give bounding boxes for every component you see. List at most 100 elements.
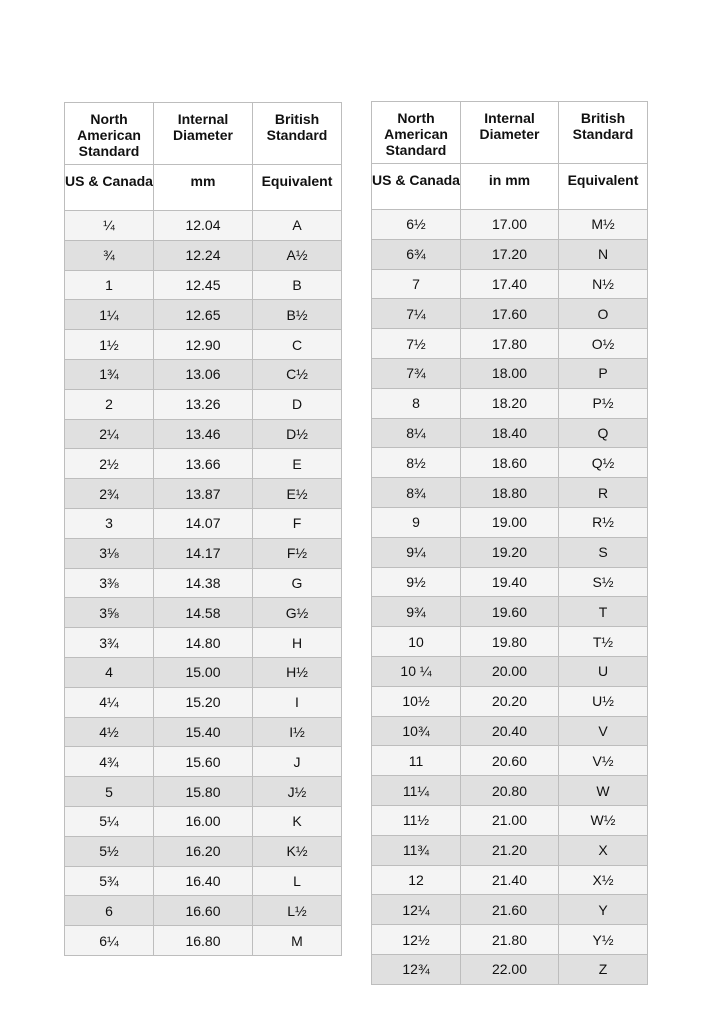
cell: R bbox=[558, 477, 648, 508]
cell: B bbox=[252, 269, 342, 301]
cell: C½ bbox=[252, 358, 342, 390]
cell: 14.80 bbox=[153, 627, 253, 658]
data-row: 4¼ 15.20 I bbox=[64, 686, 342, 718]
cell: 16.00 bbox=[153, 805, 253, 837]
cell: 2½ bbox=[64, 448, 154, 480]
cell: V½ bbox=[558, 745, 648, 777]
cell: S½ bbox=[558, 566, 648, 598]
cell: 9½ bbox=[371, 566, 461, 598]
cell: 14.07 bbox=[153, 507, 253, 539]
data-row: 3¾ 14.80 H bbox=[64, 627, 342, 658]
cell: 17.80 bbox=[460, 328, 559, 359]
cell: Q½ bbox=[558, 447, 648, 479]
cell: 5¾ bbox=[64, 865, 154, 897]
cell: 9¼ bbox=[371, 536, 461, 568]
cell: P½ bbox=[558, 387, 648, 419]
data-row: 9¾ 19.60 T bbox=[371, 596, 648, 628]
data-row: 11¼ 20.80 W bbox=[371, 775, 648, 806]
cell: 7¾ bbox=[371, 357, 461, 389]
cell: 20.20 bbox=[460, 685, 559, 717]
data-row: 12¼ 21.60 Y bbox=[371, 894, 648, 926]
cell: 12¾ bbox=[371, 953, 461, 985]
cell: U½ bbox=[558, 685, 648, 717]
header-row: North American Standard Internal Diameter… bbox=[371, 101, 648, 164]
cell: 21.80 bbox=[460, 924, 559, 955]
cell: C bbox=[252, 329, 342, 360]
cell: 12¼ bbox=[371, 894, 461, 926]
cell: 13.26 bbox=[153, 388, 253, 420]
cell: 15.40 bbox=[153, 716, 253, 748]
data-row: 5¾ 16.40 L bbox=[64, 865, 342, 897]
cell: 4¼ bbox=[64, 686, 154, 718]
header-cell: Internal Diameter bbox=[460, 101, 559, 164]
cell: D½ bbox=[252, 418, 342, 450]
cell: 18.20 bbox=[460, 387, 559, 419]
cell: D bbox=[252, 388, 342, 420]
cell: 15.60 bbox=[153, 746, 253, 778]
data-row: 3⅜ 14.38 G bbox=[64, 567, 342, 599]
data-row: 8¼ 18.40 Q bbox=[371, 417, 648, 449]
data-row: 11½ 21.00 W½ bbox=[371, 804, 648, 836]
cell: 2¾ bbox=[64, 478, 154, 509]
header-cell: in mm bbox=[460, 163, 559, 210]
cell: 3⅛ bbox=[64, 537, 154, 569]
cell: K bbox=[252, 805, 342, 837]
cell: 1½ bbox=[64, 329, 154, 360]
data-row: 7¾ 18.00 P bbox=[371, 357, 648, 389]
header-cell: British Standard bbox=[558, 101, 648, 164]
cell: 17.20 bbox=[460, 238, 559, 270]
cell: ¼ bbox=[64, 210, 154, 241]
header-cell: US & Canada bbox=[371, 163, 461, 210]
cell: 8 bbox=[371, 387, 461, 419]
cell: 17.40 bbox=[460, 268, 559, 300]
header-cell: British Standard bbox=[252, 102, 342, 165]
cell: L½ bbox=[252, 895, 342, 927]
cell: 5½ bbox=[64, 835, 154, 867]
cell: 7½ bbox=[371, 328, 461, 359]
cell: 3¾ bbox=[64, 627, 154, 658]
data-row: 8¾ 18.80 R bbox=[371, 477, 648, 508]
cell: 13.06 bbox=[153, 358, 253, 390]
data-row: 6¼ 16.80 M bbox=[64, 925, 342, 956]
data-row: 7 17.40 N½ bbox=[371, 268, 648, 300]
cell: M bbox=[252, 925, 342, 956]
ring-size-table: North American Standard Internal Diameter… bbox=[371, 101, 648, 985]
cell: B½ bbox=[252, 299, 342, 331]
cell: W½ bbox=[558, 804, 648, 836]
cell: 3 bbox=[64, 507, 154, 539]
cell: 17.00 bbox=[460, 209, 559, 240]
cell: H bbox=[252, 627, 342, 658]
cell: 16.80 bbox=[153, 925, 253, 956]
cell: 13.87 bbox=[153, 478, 253, 509]
data-row: 5¼ 16.00 K bbox=[64, 805, 342, 837]
data-row: 11¾ 21.20 X bbox=[371, 834, 648, 866]
cell: A½ bbox=[252, 239, 342, 271]
cell: 21.60 bbox=[460, 894, 559, 926]
cell: 13.46 bbox=[153, 418, 253, 450]
cell: 6¾ bbox=[371, 238, 461, 270]
header-cell: Equivalent bbox=[558, 163, 648, 210]
data-row: 1 12.45 B bbox=[64, 269, 342, 301]
ring-size-table: North American Standard Internal Diameter… bbox=[64, 102, 342, 956]
cell: 13.66 bbox=[153, 448, 253, 480]
cell: 12.24 bbox=[153, 239, 253, 271]
cell: G½ bbox=[252, 597, 342, 629]
cell: F bbox=[252, 507, 342, 539]
cell: 9 bbox=[371, 506, 461, 538]
cell: 21.40 bbox=[460, 864, 559, 896]
cell: 15.20 bbox=[153, 686, 253, 718]
cell: A bbox=[252, 210, 342, 241]
cell: 20.60 bbox=[460, 745, 559, 777]
cell: 8½ bbox=[371, 447, 461, 479]
cell: J bbox=[252, 746, 342, 778]
data-row: 1½ 12.90 C bbox=[64, 329, 342, 360]
data-row: 5½ 16.20 K½ bbox=[64, 835, 342, 867]
cell: X½ bbox=[558, 864, 648, 896]
cell: I bbox=[252, 686, 342, 718]
cell: 12.90 bbox=[153, 329, 253, 360]
header-cell: Internal Diameter bbox=[153, 102, 253, 165]
cell: 4½ bbox=[64, 716, 154, 748]
cell: E bbox=[252, 448, 342, 480]
cell: 12½ bbox=[371, 924, 461, 955]
data-row: 4 15.00 H½ bbox=[64, 656, 342, 688]
